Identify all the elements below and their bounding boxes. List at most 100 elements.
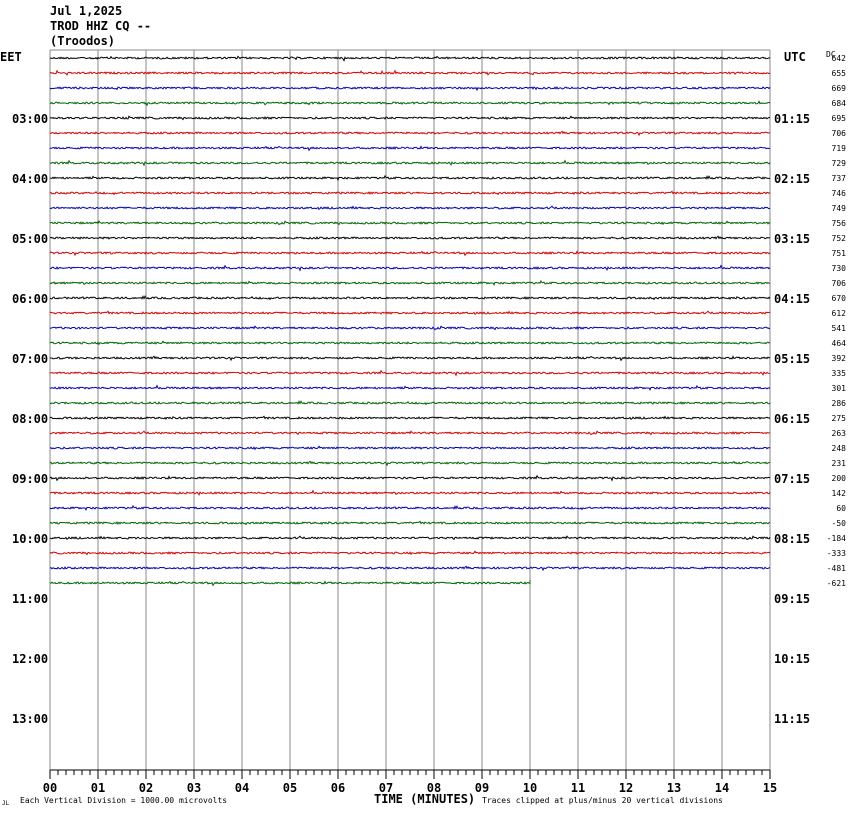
trace-row-35 <box>49 580 531 587</box>
dc-offset-label: 684 <box>832 99 847 108</box>
dc-offset-label: -621 <box>827 579 846 588</box>
dc-offset-label: 231 <box>832 459 847 468</box>
dc-offset-label: -184 <box>827 534 846 543</box>
trace-row-12 <box>49 235 771 240</box>
trace-row-24 <box>49 415 771 421</box>
dc-offset-label: 719 <box>832 144 847 153</box>
x-tick-label: 10 <box>523 781 537 795</box>
trace-row-10 <box>49 205 771 211</box>
trace-row-33 <box>49 550 771 556</box>
x-tick-label: 03 <box>187 781 201 795</box>
left-hour-label: 10:00 <box>12 532 48 546</box>
dc-offset-label: 756 <box>832 219 847 228</box>
x-tick-label: 08 <box>427 781 441 795</box>
trace-row-15 <box>49 279 771 287</box>
right-hour-label: 08:15 <box>774 532 810 546</box>
dc-offset-label: -333 <box>827 549 846 558</box>
seismic-traces <box>49 55 771 587</box>
dc-offset-label: 729 <box>832 159 847 168</box>
dc-offset-label: 706 <box>832 129 847 138</box>
dc-offset-label: 749 <box>832 204 847 213</box>
left-hour-labels: 03:00 04:00 05:00 06:00 07:00 08:00 09:00 10:00… <box>12 112 48 726</box>
x-tick-label: 12 <box>619 781 633 795</box>
trace-row-3 <box>49 100 771 107</box>
left-hour-label: 04:00 <box>12 172 48 186</box>
left-hour-label: 08:00 <box>12 412 48 426</box>
trace-row-5 <box>49 130 771 137</box>
dc-offset-label: 60 <box>836 504 846 513</box>
trace-row-6 <box>49 145 771 152</box>
right-hour-label: 09:15 <box>774 592 810 606</box>
right-hour-label: 10:15 <box>774 652 810 666</box>
dc-offset-label: 655 <box>832 69 847 78</box>
right-hour-label: 07:15 <box>774 472 810 486</box>
left-zone-label: EET <box>0 50 22 64</box>
dc-offset-labels: 642 655 669 684 695 706 719 729 737 746 749 756 752 7… <box>827 54 846 588</box>
trace-row-27 <box>49 460 771 467</box>
dc-offset-label: 669 <box>832 84 847 93</box>
trace-row-17 <box>49 310 771 316</box>
x-tick-label: 04 <box>235 781 249 795</box>
x-tick-label: 13 <box>667 781 681 795</box>
dc-offset-label: 464 <box>832 339 847 348</box>
trace-row-0 <box>49 55 771 62</box>
trace-row-2 <box>49 86 771 92</box>
x-axis-title: TIME (MINUTES) <box>374 792 475 806</box>
left-hour-label: 12:00 <box>12 652 48 666</box>
right-zone-label: UTC <box>784 50 806 64</box>
trace-row-21 <box>49 369 771 377</box>
trace-row-19 <box>49 340 771 346</box>
dc-offset-label: 730 <box>832 264 847 273</box>
right-hour-label: 11:15 <box>774 712 810 726</box>
right-hour-label: 04:15 <box>774 292 810 306</box>
dc-offset-label: 301 <box>832 384 847 393</box>
trace-row-4 <box>49 115 771 121</box>
right-hour-label: 03:15 <box>774 232 810 246</box>
left-hour-label: 03:00 <box>12 112 48 126</box>
dc-offset-label: 335 <box>832 369 847 378</box>
x-tick-label: 05 <box>283 781 297 795</box>
trace-row-1 <box>49 69 771 76</box>
left-hour-label: 13:00 <box>12 712 48 726</box>
trace-row-29 <box>49 489 771 496</box>
right-hour-label: 06:15 <box>774 412 810 426</box>
dc-offset-label: 142 <box>832 489 847 498</box>
trace-row-9 <box>49 190 771 196</box>
trace-row-30 <box>49 504 771 512</box>
x-tick-label: 09 <box>475 781 489 795</box>
trace-row-11 <box>49 220 771 226</box>
x-axis: 00 01 02 03 04 05 06 07 08 09 10 11 12 13 14 15 <box>43 770 777 795</box>
left-hour-label: 06:00 <box>12 292 48 306</box>
right-hour-label: 05:15 <box>774 352 810 366</box>
dc-offset-label: 263 <box>832 429 847 438</box>
dc-offset-label: 670 <box>832 294 847 303</box>
trace-row-14 <box>49 264 771 272</box>
trace-row-20 <box>49 355 771 362</box>
left-hour-label: 11:00 <box>12 592 48 606</box>
trace-row-13 <box>49 250 771 257</box>
trace-row-34 <box>49 565 771 572</box>
trace-row-7 <box>49 159 771 167</box>
dc-offset-label: 737 <box>832 174 847 183</box>
trace-row-18 <box>49 325 771 331</box>
trace-row-32 <box>49 535 771 541</box>
dc-offset-label: 695 <box>832 114 847 123</box>
trace-row-23 <box>49 400 771 406</box>
dc-offset-label: 286 <box>832 399 847 408</box>
x-tick-label: 00 <box>43 781 57 795</box>
trace-row-16 <box>49 295 771 301</box>
x-tick-label: 15 <box>763 781 777 795</box>
corner-mark: JL <box>2 800 10 807</box>
dc-offset-label: 392 <box>832 354 847 363</box>
dc-offset-label: 541 <box>832 324 847 333</box>
x-tick-label: 11 <box>571 781 585 795</box>
dc-label: DC <box>826 50 836 59</box>
dc-offset-label: 706 <box>832 279 847 288</box>
trace-row-31 <box>49 520 771 526</box>
dc-offset-label: -50 <box>832 519 847 528</box>
x-tick-label: 14 <box>715 781 729 795</box>
left-hour-label: 07:00 <box>12 352 48 366</box>
left-hour-label: 09:00 <box>12 472 48 486</box>
dc-offset-label: 275 <box>832 414 847 423</box>
